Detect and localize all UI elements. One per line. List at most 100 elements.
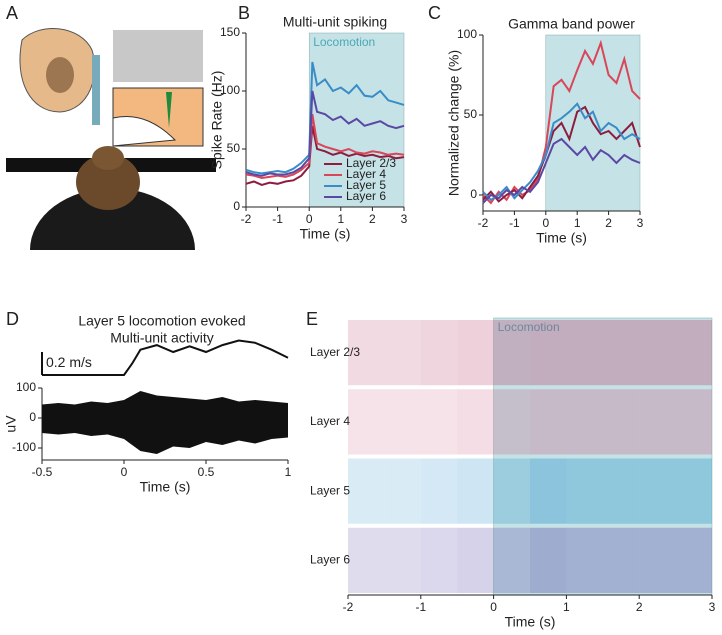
x-axis-label: Time (s): [140, 479, 191, 495]
chart-title: Gamma band power: [508, 16, 635, 32]
raster-density: [602, 389, 640, 455]
histology: [113, 30, 203, 82]
legend-label: Layer 2/3: [346, 156, 396, 170]
raster-density: [384, 320, 421, 386]
raster-density: [348, 458, 385, 524]
panel-label: E: [306, 309, 318, 329]
ball: [30, 188, 195, 250]
y-axis-label: Spike Rate (Hz): [209, 71, 225, 170]
x-tick-label: -1: [415, 600, 426, 614]
raster-density: [493, 389, 530, 455]
raster-density: [566, 458, 603, 524]
y-tick-label: 100: [457, 27, 477, 41]
raster-density: [457, 320, 494, 386]
raster-density: [420, 527, 458, 593]
raster-density: [675, 527, 712, 593]
x-tick-label: 1: [574, 216, 581, 230]
annotation: Locomotion: [313, 35, 375, 49]
raster-density: [602, 458, 640, 524]
y-axis-label: uV: [3, 415, 19, 433]
raster-density: [493, 458, 530, 524]
chart-title: Multi-unit activity: [110, 330, 213, 346]
line: [482, 105, 641, 203]
raster-density: [457, 527, 494, 593]
highlight: [493, 317, 713, 596]
raster-density: [420, 458, 458, 524]
x-tick-label: 2: [369, 212, 376, 226]
x-tick-label: -1: [272, 212, 283, 226]
x-tick-label: -1: [509, 216, 520, 230]
raster-density: [493, 527, 530, 593]
x-tick-label: 2: [605, 216, 612, 230]
x-tick-label: 0: [542, 216, 549, 230]
row-label: Layer 6: [310, 553, 350, 567]
row-label: Layer 2/3: [310, 345, 360, 359]
raster-density: [420, 320, 458, 386]
x-tick-label: 0: [121, 465, 128, 479]
x-tick-label: 1: [563, 600, 570, 614]
y-axis-label: Normalized change (%): [446, 50, 462, 196]
mouse: [76, 154, 140, 210]
row-label: Layer 5: [310, 483, 350, 497]
raster-density: [639, 458, 676, 524]
electrode: [166, 92, 172, 128]
annotation: Locomotion: [498, 320, 560, 334]
raster-density: [566, 320, 603, 386]
y-tick-label: -100: [12, 440, 36, 454]
x-tick-label: 1: [337, 212, 344, 226]
raster-density: [566, 527, 603, 593]
raster-density: [384, 458, 421, 524]
raster-density: [530, 458, 567, 524]
raster-density: [493, 320, 530, 386]
raster-density: [675, 389, 712, 455]
panel-label: C: [428, 3, 441, 23]
raster-density: [602, 320, 640, 386]
raster-density: [639, 389, 676, 455]
raster-density: [530, 527, 567, 593]
x-tick-label: 1: [285, 465, 292, 479]
raster-density: [457, 389, 494, 455]
x-axis-label: Time (s): [300, 226, 351, 242]
x-tick-label: -2: [478, 216, 489, 230]
mouse-head: [92, 146, 124, 170]
raster-density: [566, 389, 603, 455]
x-tick-label: 0: [490, 600, 497, 614]
y-tick-label: 100: [220, 83, 240, 97]
row-label: Layer 4: [310, 414, 350, 428]
x-tick-label: 3: [401, 212, 408, 226]
y-tick-label: 50: [227, 141, 241, 155]
y-tick-label: 0: [233, 199, 240, 213]
raster-density: [602, 527, 640, 593]
x-tick-label: 2: [636, 600, 643, 614]
line: [482, 137, 641, 204]
x-tick-label: 0: [306, 212, 313, 226]
x-tick-label: -0.5: [32, 465, 53, 479]
x-tick-label: 3: [637, 216, 644, 230]
legend-label: Layer 4: [346, 167, 386, 181]
line: [245, 61, 405, 175]
x-tick-label: 3: [709, 600, 716, 614]
legend-label: Layer 5: [346, 178, 386, 192]
raster-density: [639, 320, 676, 386]
raster-density: [384, 389, 421, 455]
y-tick-label: 150: [220, 25, 240, 39]
line: [245, 125, 405, 187]
x-tick-label: -2: [241, 212, 252, 226]
raster-density: [457, 458, 494, 524]
panel-label: A: [6, 3, 18, 23]
raster-density: [348, 389, 385, 455]
y-tick-label: 0: [470, 187, 477, 201]
raster-density: [639, 527, 676, 593]
x-tick-label: 0.5: [198, 465, 215, 479]
y-tick-label: 50: [464, 107, 478, 121]
raster-density: [348, 320, 385, 386]
line: [245, 114, 405, 180]
raster-density: [675, 320, 712, 386]
x-tick-label: -2: [343, 600, 354, 614]
raster-density: [348, 527, 385, 593]
raster-density: [530, 389, 567, 455]
raster-density: [675, 458, 712, 524]
x-axis-label: Time (s): [505, 614, 556, 630]
illustration: A: [6, 3, 216, 250]
